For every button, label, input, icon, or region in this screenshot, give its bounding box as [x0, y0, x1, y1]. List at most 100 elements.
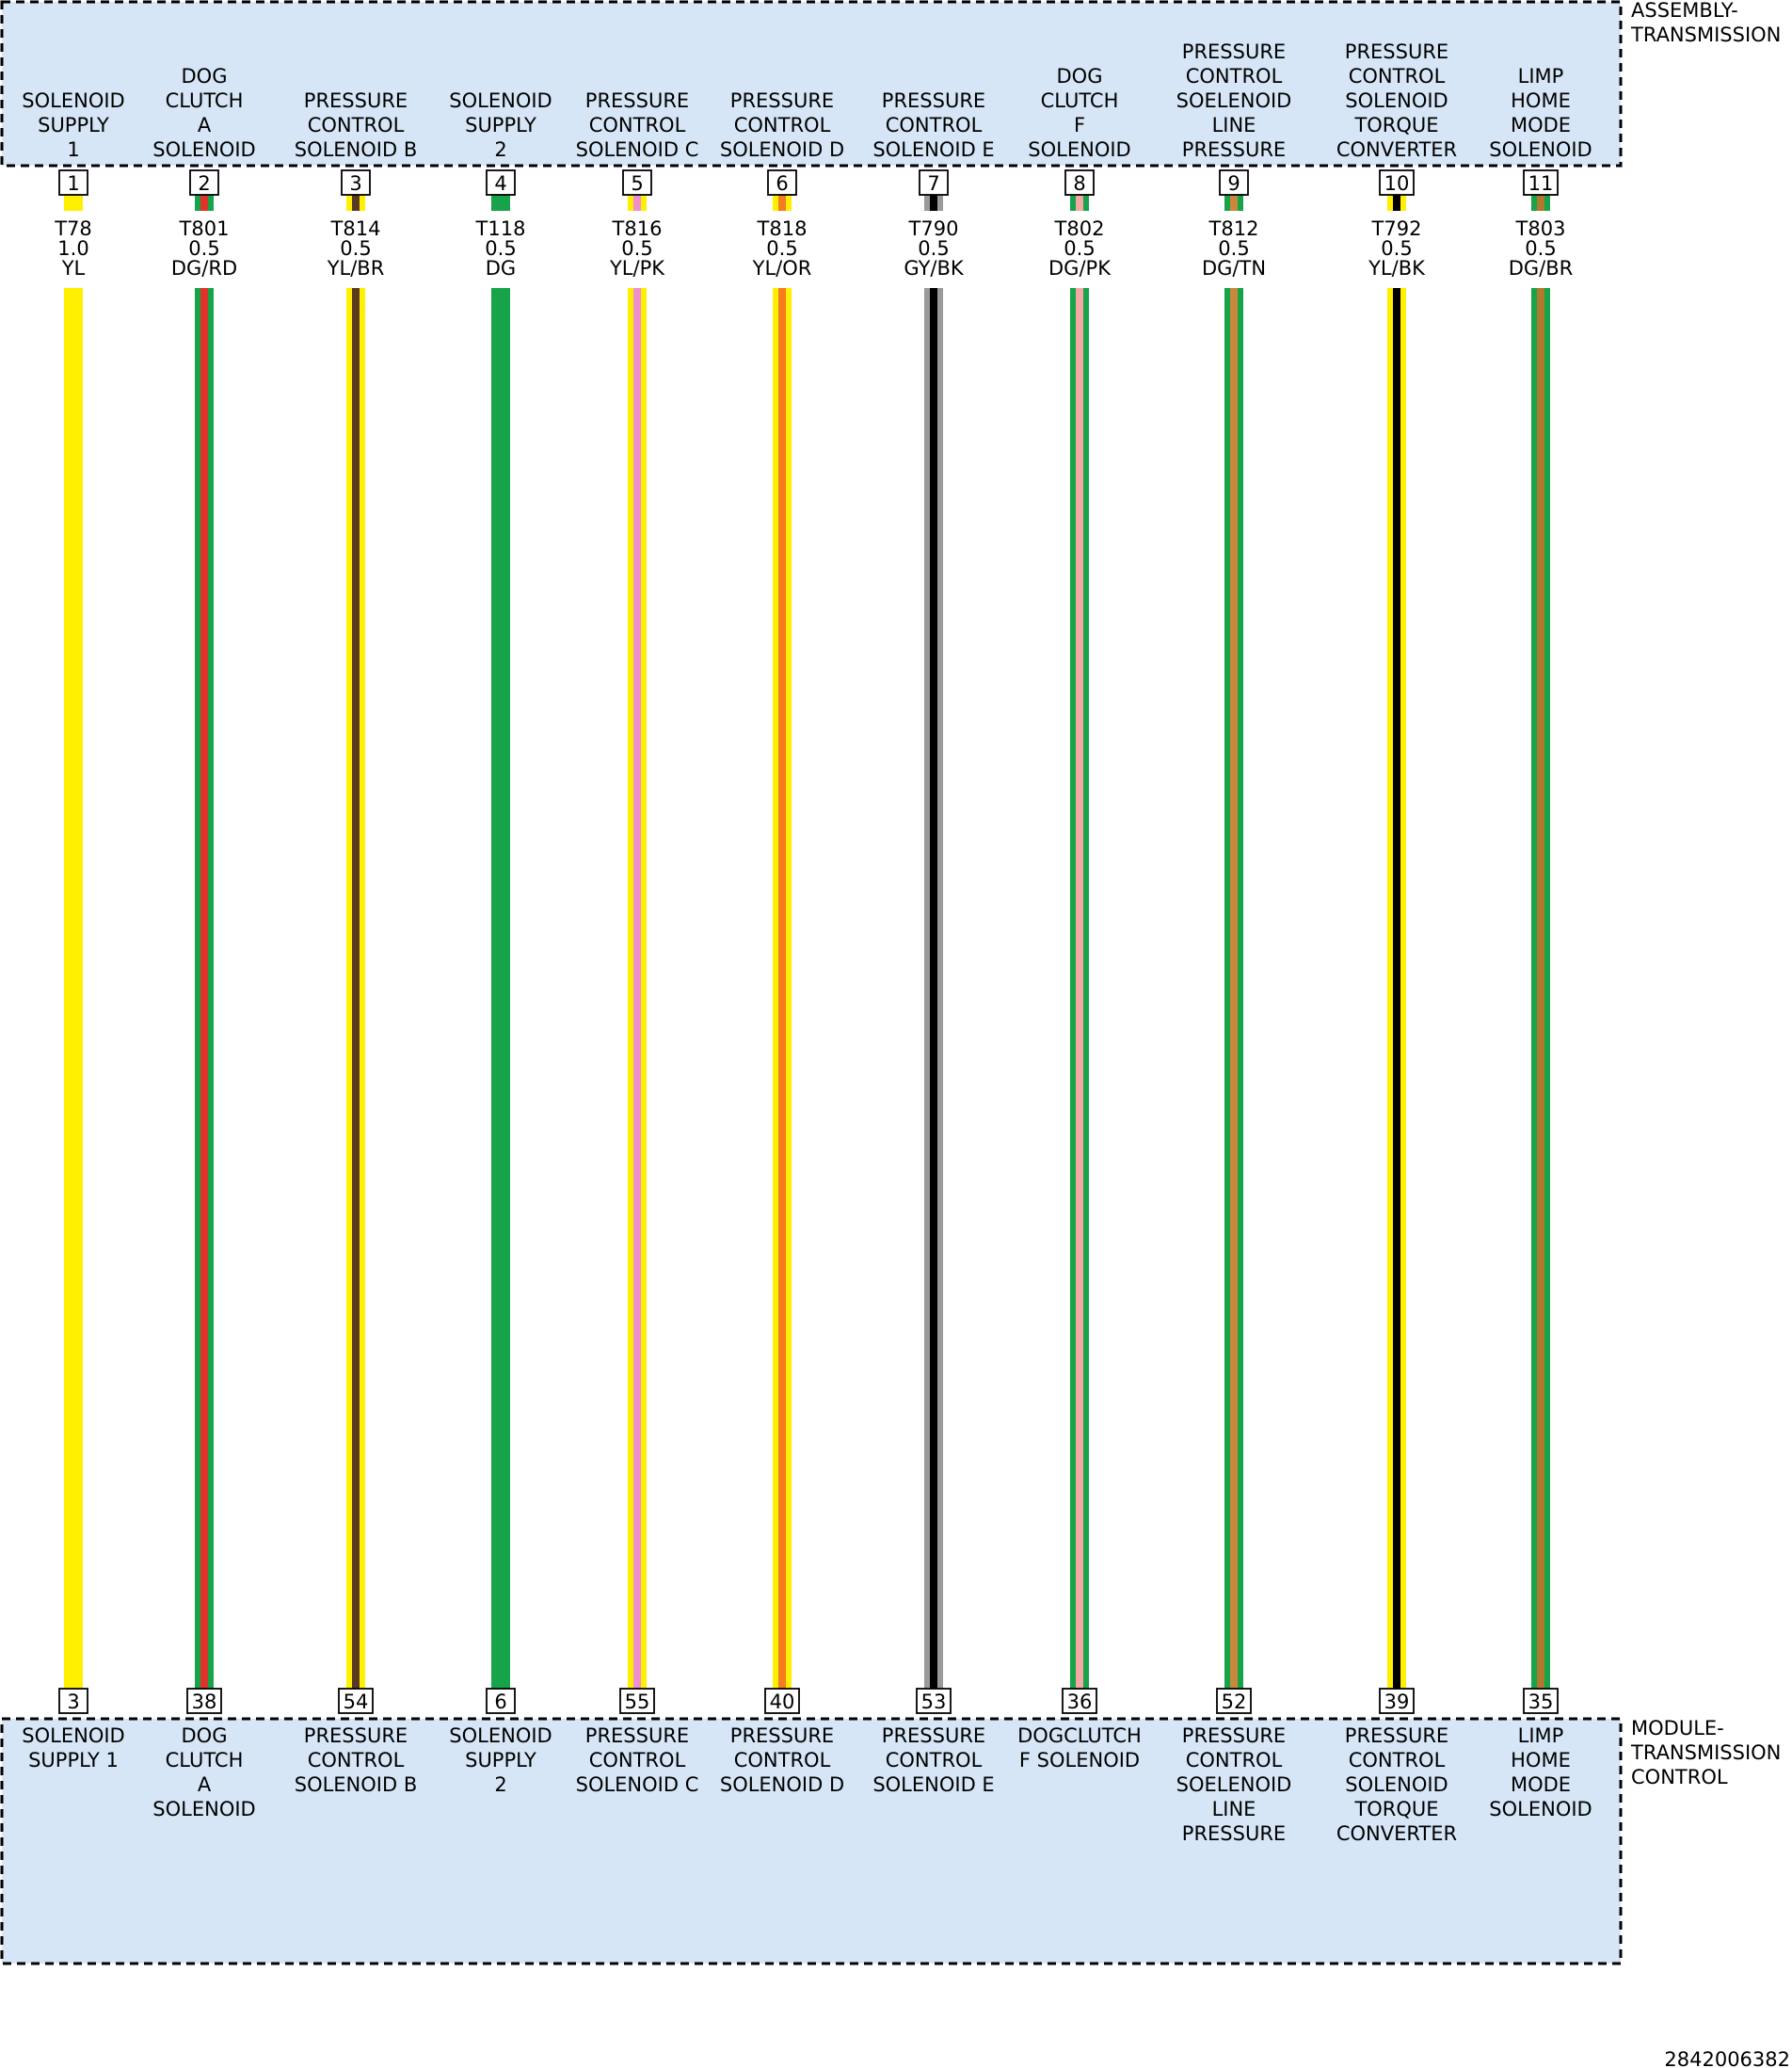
circuit-info: T792 0.5 YL/BK	[1368, 217, 1426, 280]
circuit-group: SOLENOID SUPPLY 1 1 T78 1.0 YL 3 SOLENOID SUPPLY …	[22, 40, 1592, 1845]
wire-t118	[491, 288, 510, 1691]
bottom-pin-box	[186, 1688, 222, 1714]
circuit-info: T802 0.5 DG/PK	[1048, 217, 1112, 280]
top-pin-box	[1523, 169, 1559, 196]
bottom-connector-label: PRESSURE CONTROL SOLENOID B	[295, 1724, 418, 1796]
top-connector-label: PRESSURE CONTROL SOLENOID TORQUE CONVERTER	[1336, 40, 1457, 161]
bottom-pin-number: 40	[770, 1691, 795, 1713]
bottom-pin-box	[338, 1688, 374, 1714]
top-connector-label: PRESSURE CONTROL SOLENOID E	[872, 89, 994, 161]
wire-stub-t792	[1387, 195, 1406, 211]
bottom-pin-number: 38	[192, 1691, 217, 1713]
top-pin-number: 9	[1227, 172, 1240, 195]
top-connector-label: SOLENOID SUPPLY 2	[449, 89, 552, 161]
bottom-pin-box	[1379, 1688, 1415, 1714]
bottom-pin-box	[486, 1688, 516, 1714]
bottom-pin-number: 6	[494, 1691, 506, 1713]
circuit-t802: DOG CLUTCH F SOLENOID 8 T802 0.5 DG/PK 36 DOGCLUT…	[1017, 65, 1142, 1771]
circuit-info: T790 0.5 GY/BK	[904, 217, 965, 280]
circuit-t118: SOLENOID SUPPLY 2 4 T118 0.5 DG 6 SOLENOID SUPPLY…	[449, 89, 552, 1796]
top-pin-number: 8	[1073, 172, 1085, 195]
circuit-t803: LIMP HOME MODE SOLENOID 11 T803 0.5 DG/BR 35 LIMP…	[1489, 65, 1592, 1820]
top-pin-box	[1064, 169, 1095, 196]
bottom-pin-number: 3	[67, 1691, 79, 1713]
circuit-t818: PRESSURE CONTROL SOLENOID D 6 T818 0.5 YL/OR 40…	[720, 89, 844, 1796]
bottom-connector-label: DOG CLUTCH A SOLENOID	[152, 1724, 255, 1820]
top-connector-label: PRESSURE CONTROL SOLENOID D	[720, 89, 844, 161]
circuit-t812: PRESSURE CONTROL SOELENOID LINE PRESSURE 9 T81…	[1176, 40, 1292, 1845]
diagram-id: 2842006382	[1664, 2048, 1790, 2068]
top-pin-box	[1379, 169, 1415, 196]
circuit-info: T118 0.5 DG	[475, 217, 526, 280]
bottom-connector-label: SOLENOID SUPPLY 1	[22, 1724, 124, 1771]
bottom-pin-box	[58, 1688, 88, 1714]
bottom-pin-number: 52	[1222, 1691, 1247, 1713]
wire-stub-t812	[1224, 195, 1243, 211]
wire-stub-t801	[195, 195, 214, 211]
top-pin-number: 7	[927, 172, 939, 195]
top-connector-label: LIMP HOME MODE SOLENOID	[1489, 65, 1592, 161]
top-pin-box	[486, 169, 516, 196]
wire-t801	[195, 288, 214, 1691]
top-pin-number: 6	[776, 172, 788, 195]
wire-stub-t816	[628, 195, 647, 211]
top-pin-box	[767, 169, 797, 196]
wire-stub-t802	[1070, 195, 1089, 211]
bottom-pin-box	[764, 1688, 800, 1714]
top-pin-box	[341, 169, 371, 196]
wire-t812	[1224, 288, 1243, 1691]
top-connector-label: DOG CLUTCH F SOLENOID	[1028, 65, 1130, 161]
bottom-pin-number: 35	[1528, 1691, 1554, 1713]
bottom-connector-label: DOGCLUTCH F SOLENOID	[1017, 1724, 1142, 1771]
bottom-pin-box	[1062, 1688, 1097, 1714]
bottom-connector-label: PRESSURE CONTROL SOLENOID D	[720, 1724, 844, 1796]
bottom-pin-number: 36	[1067, 1691, 1093, 1713]
top-pin-box	[1219, 169, 1249, 196]
top-pin-number: 4	[494, 172, 506, 195]
module-transmission-control-label: MODULE- TRANSMISSION CONTROL	[1630, 1717, 1787, 1788]
bottom-pin-number: 54	[344, 1691, 369, 1713]
wire-t790	[924, 288, 943, 1691]
bottom-pin-box	[1523, 1688, 1559, 1714]
top-pin-number: 11	[1528, 172, 1554, 195]
wire-t814	[346, 288, 365, 1691]
wire-t816	[628, 288, 647, 1691]
wire-stub-t818	[773, 195, 792, 211]
assembly-transmission-label: ASSEMBLY- TRANSMISSION	[1630, 0, 1781, 46]
module-transmission-control-box	[0, 1717, 1623, 1965]
bottom-connector-label: PRESSURE CONTROL SOLENOID TORQUE CONVERTER	[1336, 1724, 1457, 1845]
top-connector-label: DOG CLUTCH A SOLENOID	[152, 65, 255, 161]
circuit-info: T818 0.5 YL/OR	[752, 217, 812, 280]
wire-stub-t814	[346, 195, 365, 211]
bottom-connector-label: PRESSURE CONTROL SOELENOID LINE PRESSURE	[1176, 1724, 1292, 1845]
bottom-pin-number: 39	[1384, 1691, 1410, 1713]
wire-t78	[64, 288, 83, 1691]
top-connector-label: PRESSURE CONTROL SOLENOID C	[576, 89, 699, 161]
circuit-info: T78 1.0 YL	[54, 217, 92, 280]
top-pin-number: 2	[198, 172, 210, 195]
assembly-transmission-box	[0, 0, 1623, 168]
circuit-info: T816 0.5 YL/PK	[609, 217, 665, 280]
top-connector-label: PRESSURE CONTROL SOLENOID B	[295, 89, 418, 161]
bottom-pin-box	[916, 1688, 952, 1714]
bottom-pin-number: 53	[921, 1691, 947, 1713]
wire-stub-t803	[1531, 195, 1550, 211]
top-pin-number: 10	[1384, 172, 1410, 195]
bottom-pin-number: 55	[625, 1691, 650, 1713]
circuit-t814: PRESSURE CONTROL SOLENOID B 3 T814 0.5 YL/BR 54…	[295, 89, 418, 1796]
circuit-info: T812 0.5 DG/TN	[1202, 217, 1266, 280]
wire-t818	[773, 288, 792, 1691]
circuit-t78: SOLENOID SUPPLY 1 1 T78 1.0 YL 3 SOLENOID SUPPLY …	[22, 89, 124, 1771]
top-pin-number: 5	[631, 172, 643, 195]
wire-stub-t118	[491, 195, 510, 211]
wire-stub-t78	[64, 195, 83, 211]
bottom-pin-box	[619, 1688, 655, 1714]
circuit-t792: PRESSURE CONTROL SOLENOID TORQUE CONVERTER 10…	[1336, 40, 1457, 1845]
top-pin-number: 3	[349, 172, 361, 195]
top-connector-label: PRESSURE CONTROL SOELENOID LINE PRESSURE	[1176, 40, 1292, 161]
top-pin-number: 1	[67, 172, 79, 195]
wire-stub-t790	[924, 195, 943, 211]
bottom-pin-box	[1216, 1688, 1252, 1714]
wire-t802	[1070, 288, 1089, 1691]
